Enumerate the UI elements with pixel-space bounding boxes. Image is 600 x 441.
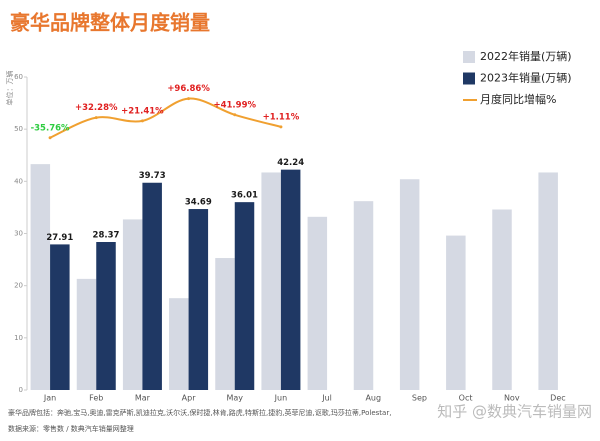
line-point [140,119,144,123]
bar [261,172,281,390]
bar [492,209,512,390]
y-tick-label: 30 [14,230,23,238]
line-value-label: +41.99% [213,100,256,110]
line-point [279,125,283,129]
bar [96,242,116,390]
bar [188,209,209,390]
footnote: 数据来源：零售数 / 数典汽车销量网整理 [8,424,134,433]
line-value-label: -35.76% [31,123,70,133]
line-value-label: +96.86% [167,84,210,94]
x-tick-label: Feb [89,394,103,403]
bar-value-label: 36.01 [231,191,258,201]
y-tick-label: 40 [14,177,23,185]
bar [353,201,374,390]
legend-label: 2022年销量(万辆) [480,49,572,63]
line-point [187,97,191,101]
bar [234,202,255,390]
x-tick-label: Oct [459,394,473,403]
legend-swatch [463,72,475,85]
line-value-label: +21.41% [121,106,164,116]
bar [446,235,466,390]
bar-value-label: 42.24 [277,158,304,168]
x-tick-label: May [226,394,243,403]
x-tick-label: Dec [550,394,565,403]
x-tick-label: Apr [182,394,197,403]
x-tick-label: Jan [43,394,56,403]
legend-label: 2023年销量(万辆) [480,71,572,85]
footnote: 豪华品牌包括：奔驰,宝马,奥迪,雷克萨斯,凯迪拉克,沃尔沃,保时捷,林肯,路虎,… [8,408,391,417]
x-tick-label: Nov [504,394,520,403]
bar-value-label: 39.73 [139,171,166,181]
bar [399,179,420,390]
legend-label: 月度同比增幅% [480,92,556,106]
x-tick-label: Aug [365,394,381,403]
chart-title: 豪华品牌整体月度销量 [10,11,210,35]
bar [30,164,51,390]
bar [538,172,558,390]
x-tick-label: Jul [321,394,332,403]
bar [76,278,97,390]
y-tick-label: 10 [14,334,23,342]
bar-value-label: 28.37 [93,231,120,241]
bar [122,219,143,390]
bar [50,244,70,390]
x-tick-label: Sep [412,394,427,403]
bar [142,182,162,390]
y-tick-label: 50 [14,125,23,133]
line-point [48,136,52,140]
bar [307,216,328,390]
y-tick-label: 20 [14,282,23,290]
bar [215,258,235,390]
y-tick-label: 60 [14,73,23,81]
bar [169,298,189,390]
bar-value-label: 34.69 [185,198,212,208]
line-point [94,116,98,120]
line-value-label: +1.11% [263,112,300,122]
bar [280,169,301,390]
line [49,97,282,139]
line-point [233,113,237,117]
legend-swatch [463,51,475,63]
x-tick-label: Mar [135,394,151,403]
line-value-label: +32.28% [75,103,118,113]
y-tick-label: 0 [19,386,23,394]
y-axis-label: 单位：万辆 [5,71,14,106]
watermark: 知乎 @数典汽车销量网 [437,403,592,421]
bar-value-label: 27.91 [46,233,73,243]
x-tick-label: Jun [274,394,288,403]
